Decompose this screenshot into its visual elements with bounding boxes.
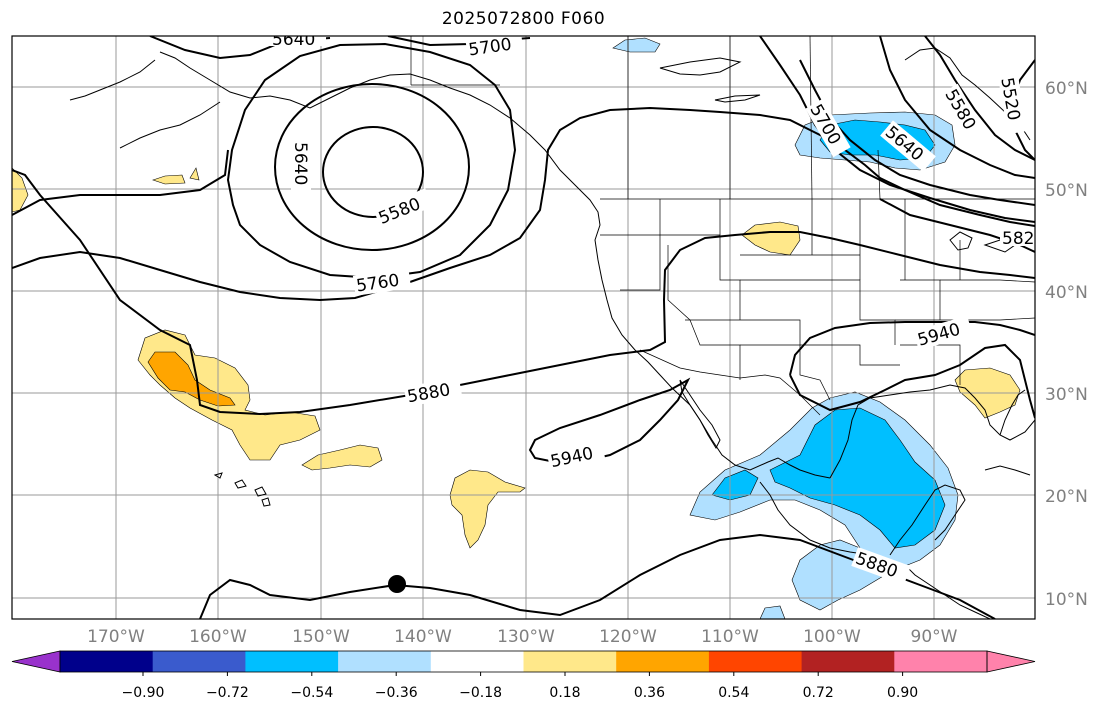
colorbar-tick-label: 0.36 [634,685,665,701]
storm-position-marker [388,575,406,593]
contour-low-5580 [322,126,424,218]
colorbar-bin [245,651,339,672]
shaded-region-pacific-yellow-4 [152,174,186,185]
contour-5880 [12,169,1035,416]
shaded-region-mexico-south [759,605,786,619]
longitude-label: 150°W [292,627,350,647]
latitude-label: 20°N [1045,487,1088,507]
height-contours [12,36,1035,619]
contour-5820-east [879,198,1035,253]
shaded-region-dakotas-yellow [741,221,801,256]
colorbar-bin [338,651,432,672]
longitude-label: 100°W [803,627,861,647]
latitude-label: 50°N [1045,181,1088,201]
shaded-region-west-edge-yellow [12,167,29,213]
colorbar-bin [430,651,524,672]
longitude-label: 160°W [189,627,247,647]
longitude-axis: 170°W 160°W 150°W 140°W 130°W 120°W 110°… [87,627,958,647]
contour-5880-south [199,533,996,619]
contour-label-layer: 5640 5700 5580 5520 5700 5640 5640 5580 … [270,30,1035,585]
graticule [12,36,1035,619]
colorbar-tick-label: −0.72 [206,685,249,701]
colorbar-bin [801,651,895,672]
colorbar-outline [59,650,988,673]
latitude-label: 10°N [1045,590,1088,610]
longitude-label: 110°W [701,627,759,647]
colorbar-bin [708,651,803,672]
colorbar-tick-label: 0.90 [887,685,918,701]
colorbar-bin [523,651,617,672]
contour-5700-north [12,149,229,216]
longitude-label: 140°W [394,627,452,647]
contour-low-5640 [274,83,470,251]
colorbar-bin [894,651,988,672]
colorbar-extension-low [11,650,61,673]
contour-5940-east [789,321,1035,419]
colorbar-bin [60,651,154,672]
colorbar-tick-label: −0.36 [375,685,418,701]
colorbar-ticks: −0.90 −0.72 −0.54 −0.36 −0.18 0.18 0.36 0.54 0.7… [122,672,918,701]
colorbar-tick-label: 0.72 [803,685,834,701]
colorbar-tick-label: 0.54 [718,685,749,701]
map-content: 5640 5700 5580 5520 5700 5640 5640 5580 … [12,30,1035,619]
latitude-axis: 60°N 50°N 40°N 30°N 20°N 10°N [1045,79,1088,610]
contour-5580-ne-2 [924,36,1035,161]
contour-5760 [12,106,1035,302]
contour-label: 5640 [290,142,310,185]
colorbar-extension-high [986,650,1036,673]
colorbar-tick-label: −0.18 [459,685,502,701]
shaded-region-pacific-yellow-3 [449,469,526,549]
longitude-label: 90°W [911,627,958,647]
longitude-label: 120°W [599,627,657,647]
colorbar-tick-label: −0.54 [290,685,333,701]
colorbar-bin [616,651,710,672]
political-borders [410,36,1035,416]
colorbar-tick-label: −0.90 [122,685,165,701]
latitude-label: 40°N [1045,283,1088,303]
map-frame [11,35,1036,620]
contour-label: 582 [1002,229,1034,249]
contour-label: 5640 [272,30,315,50]
latitude-label: 60°N [1045,79,1088,99]
latitude-label: 30°N [1045,385,1088,405]
colorbar-tick-label: 0.18 [549,685,580,701]
shaded-region-mexico-core [769,407,946,549]
map-title: 2025072800 F060 [441,9,606,29]
shaded-region-pacific-yellow-2 [301,444,383,471]
colorbar [11,650,1036,673]
longitude-label: 130°W [497,627,555,647]
contour-5580-northeast [879,36,1035,179]
contour-5700-canada [759,36,1035,223]
shaded-region-pacific-yellow-5 [189,167,200,181]
colorbar-bin [152,651,246,672]
shaded-region-north-blue [612,37,661,53]
contour-5700-west [226,42,517,280]
longitude-label: 170°W [87,627,145,647]
